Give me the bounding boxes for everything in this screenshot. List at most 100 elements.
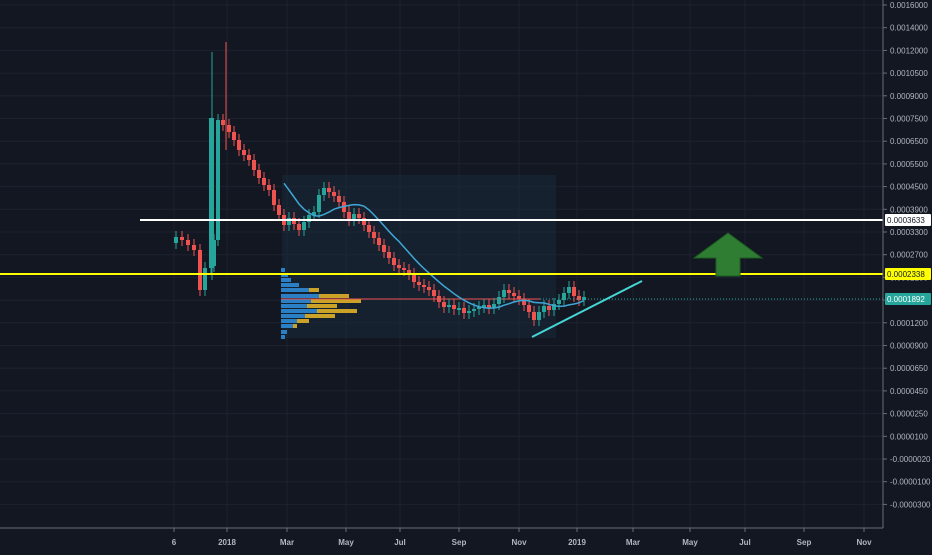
price-tick-label: -0.0000300 <box>890 500 931 509</box>
candle-body <box>362 218 366 225</box>
price-tick-label: 0.0007500 <box>890 115 928 124</box>
candle-body <box>482 305 486 307</box>
candle-body <box>412 274 416 282</box>
candle-body <box>227 125 231 132</box>
price-tick-label: 0.0005500 <box>890 160 928 169</box>
candle-body <box>272 190 276 205</box>
candle-body <box>198 250 202 290</box>
price-tick-label: 0.0001200 <box>890 319 928 328</box>
candle-body <box>216 120 220 240</box>
volume-profile-bar <box>281 314 305 318</box>
candle-body <box>532 312 536 320</box>
volume-profile-bar <box>281 324 293 328</box>
candle-body <box>427 287 431 290</box>
candle-body <box>502 290 506 297</box>
price-tick-label: 0.0000900 <box>890 342 928 351</box>
candle-body <box>417 282 421 285</box>
candle-body <box>267 185 271 190</box>
candle-body <box>209 118 214 268</box>
candle-body <box>277 205 281 215</box>
candle-body <box>397 265 401 268</box>
candle-body <box>180 237 184 240</box>
candle-body <box>517 296 521 299</box>
time-tick-label: 2018 <box>218 538 236 547</box>
time-axis[interactable]: 6 2018 Mar May Jul Sep Nov 2019 Mar May Jul Sep Nov <box>0 527 883 547</box>
candle-body <box>552 304 556 310</box>
price-tick-label: 0.0006500 <box>890 137 928 146</box>
time-tick-label: Mar <box>280 538 294 547</box>
time-tick-label: Mar <box>626 538 640 547</box>
candle-body <box>232 132 236 140</box>
volume-profile-bar <box>297 319 309 323</box>
time-tick-label: Sep <box>797 538 812 547</box>
candle-body <box>247 155 251 160</box>
candle-body <box>332 192 336 196</box>
time-tick-label: May <box>682 538 698 547</box>
candle-body <box>297 224 301 230</box>
ascending-trendline[interactable] <box>531 280 643 338</box>
candle-body <box>192 245 196 250</box>
candle-body <box>442 302 446 307</box>
candle-body <box>352 214 356 220</box>
candle-body <box>557 300 561 304</box>
candle-body <box>257 170 261 178</box>
green-up-arrow[interactable] <box>692 232 764 277</box>
candle-body <box>372 232 376 238</box>
candle-body <box>457 308 461 310</box>
candle-body <box>392 258 396 265</box>
price-tick-label: 0.0016000 <box>890 1 928 10</box>
candle-body <box>322 188 326 195</box>
candle-body <box>312 212 316 215</box>
volume-profile-bar <box>305 314 335 318</box>
volume-profile-bar <box>281 330 287 334</box>
candle-body <box>467 311 471 313</box>
candle-body <box>186 240 190 245</box>
candle-body <box>252 160 256 170</box>
volume-profile-bar <box>281 319 297 323</box>
price-tick-label: 0.0003300 <box>890 228 928 237</box>
candle-body <box>302 222 306 230</box>
candle-body <box>262 178 266 185</box>
candle-body <box>487 305 491 308</box>
yellow-line-tag <box>885 268 931 280</box>
candle-body <box>512 293 516 296</box>
candle-body <box>437 296 441 302</box>
candle-body <box>507 290 511 293</box>
candle-body <box>357 214 361 218</box>
candle-body <box>577 296 581 300</box>
volume-profile-bar <box>293 324 297 328</box>
candle-body <box>537 312 541 320</box>
candle-body <box>477 307 481 309</box>
time-tick-label: Nov <box>511 538 527 547</box>
price-tick-label: 0.0000250 <box>890 410 928 419</box>
volume-profile-bar <box>281 283 299 287</box>
candle-body <box>407 270 411 274</box>
price-tick-label: 0.0000100 <box>890 432 928 441</box>
candle-body <box>387 252 391 258</box>
price-tick-label: 0.0009000 <box>890 92 928 101</box>
candle-body <box>174 237 178 243</box>
last-price-line-tag-label: 0.0001892 <box>887 295 925 304</box>
last-price-line-tag <box>885 293 931 305</box>
price-tick-label: -0.0000020 <box>890 455 931 464</box>
time-tick-label: Jul <box>739 538 751 547</box>
time-tick-label: 6 <box>172 538 177 547</box>
price-tick-label: 0.0004500 <box>890 183 928 192</box>
candle-body <box>472 309 476 311</box>
volume-profile-bar <box>281 304 307 308</box>
volume-profile-bar <box>309 288 319 292</box>
candle-body <box>522 299 526 305</box>
price-tick-label: 0.0000650 <box>890 364 928 373</box>
candle-body <box>337 196 341 202</box>
candle-body <box>572 287 576 296</box>
candle-body <box>567 287 571 293</box>
price-tick-label: -0.0000100 <box>890 478 931 487</box>
candle-body <box>203 268 207 290</box>
candle-body <box>562 293 566 300</box>
volume-profile-box <box>282 175 556 338</box>
candle-body <box>377 238 381 245</box>
candle-body <box>382 245 386 252</box>
price-tick-label: 0.0012000 <box>890 46 928 55</box>
